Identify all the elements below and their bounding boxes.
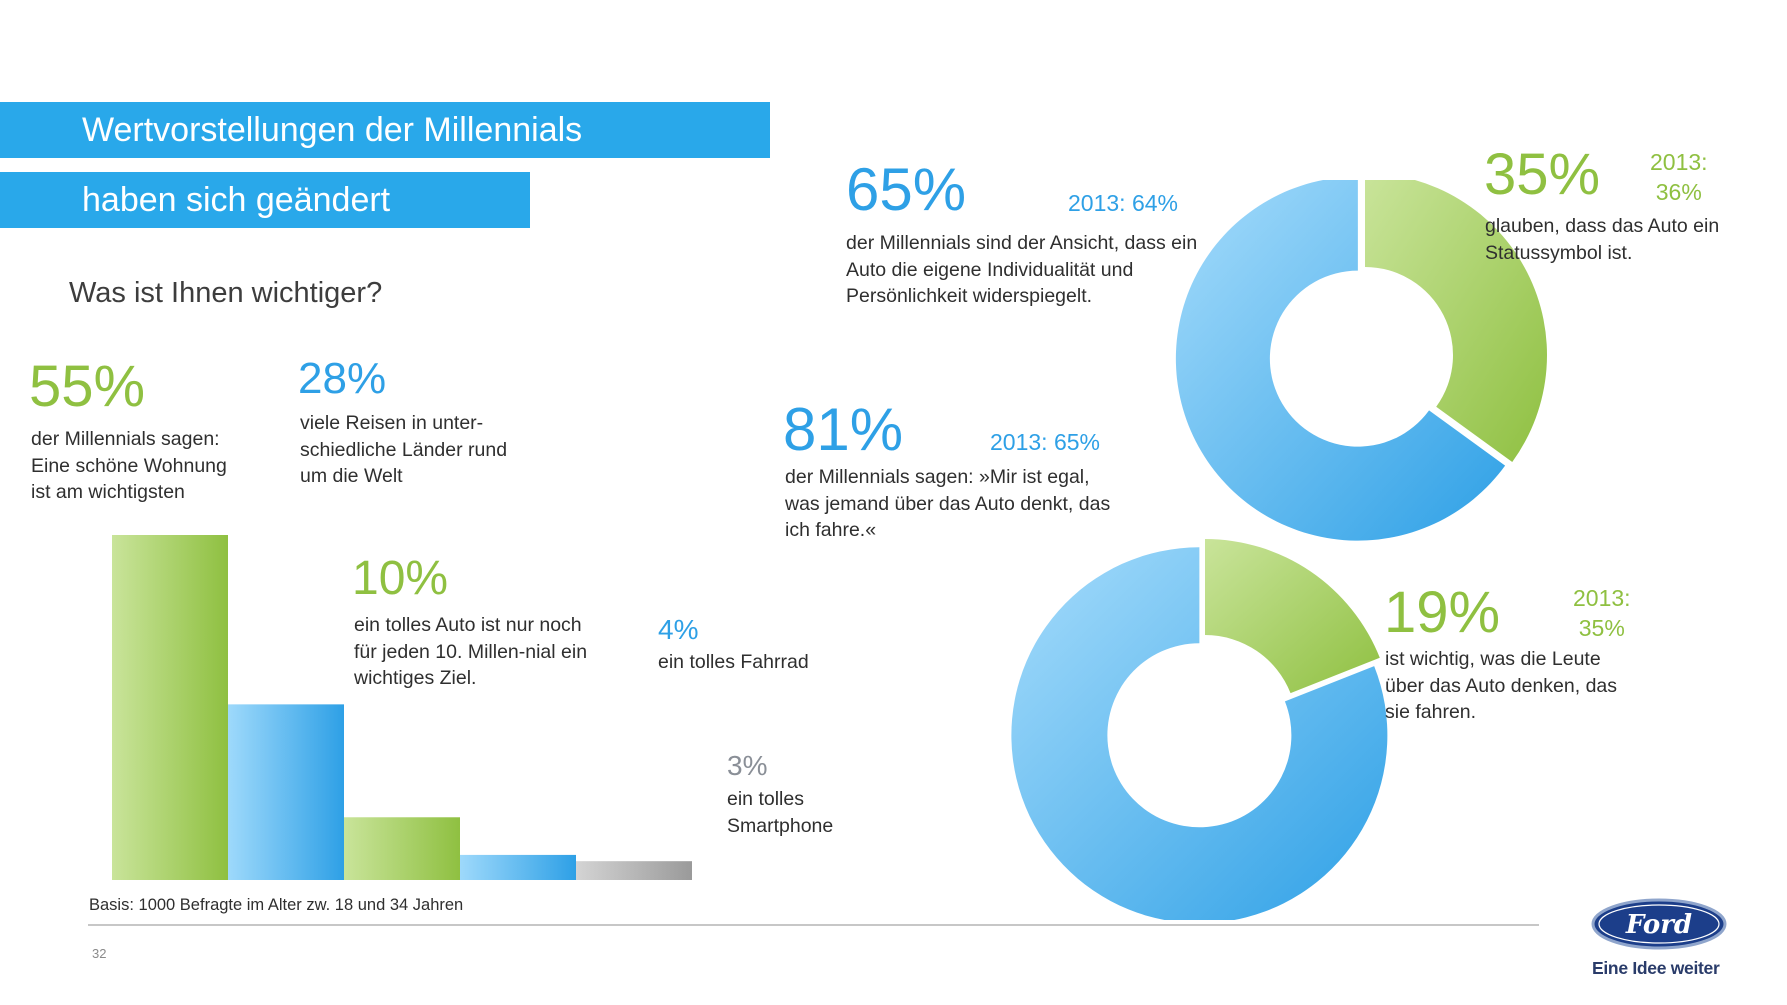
desc-line: über das Auto denken, das — [1385, 674, 1618, 697]
desc-line: sie fahren. — [1385, 701, 1477, 724]
question: Was ist Ihnen wichtiger? — [69, 277, 383, 309]
desc-10: ein tolles Auto ist nur noch für jeden 1… — [354, 612, 587, 692]
pct-35: 35% — [1484, 142, 1601, 207]
desc-line: glauben, dass das Auto ein — [1485, 215, 1720, 237]
desc-line: Smartphone — [727, 814, 834, 837]
bar-1 — [112, 535, 228, 880]
desc-line: ein tolles Auto ist nur noch — [354, 614, 582, 636]
bar-5 — [576, 861, 692, 880]
desc-4: ein tolles Fahrrad — [658, 649, 809, 676]
desc-35: glauben, dass das Auto ein Statussymbol … — [1485, 213, 1719, 266]
ford-logo: Ford — [1591, 898, 1727, 950]
footer-divider — [88, 924, 1539, 926]
year-line: 2013: — [1573, 585, 1631, 611]
desc-line: der Millennials sagen: — [31, 428, 220, 450]
year-81: 2013: 65% — [990, 429, 1100, 455]
desc-19: ist wichtig, was die Leute über das Auto… — [1385, 646, 1617, 726]
title-bar-1: Wertvorstellungen der Millennials — [0, 102, 770, 158]
desc-81: der Millennials sagen: »Mir ist egal, wa… — [785, 464, 1110, 544]
desc-55: der Millennials sagen: Eine schöne Wohnu… — [31, 426, 227, 506]
slogan: Eine Idee weiter — [1592, 958, 1720, 978]
desc-line: der Millennials sind der Ansicht, dass e… — [846, 232, 1198, 254]
year-35: 2013: 36% — [1650, 148, 1708, 208]
pct-3: 3% — [727, 750, 768, 781]
desc-line: ein tolles Fahrrad — [658, 651, 809, 673]
desc-line: schiedliche Länder rund — [300, 438, 508, 461]
desc-3: ein tolles Smartphone — [727, 786, 833, 839]
pct-65: 65% — [846, 156, 967, 223]
desc-line: Auto die eigene Individualität und — [846, 258, 1134, 281]
desc-line: wichtiges Ziel. — [354, 667, 477, 690]
title-bar-2: haben sich geändert — [0, 172, 530, 228]
year-19: 2013: 35% — [1573, 584, 1631, 644]
desc-line: was jemand über das Auto denkt, das — [785, 492, 1111, 515]
bar-2 — [228, 704, 344, 880]
bar-3 — [344, 817, 460, 880]
donut-slice-2 — [1011, 547, 1388, 920]
desc-line: um die Welt — [300, 465, 403, 488]
desc-line: Persönlichkeit widerspiegelt. — [846, 285, 1093, 308]
donut-slice-1 — [1205, 539, 1380, 694]
bar-4 — [460, 854, 576, 880]
desc-line: viele Reisen in unter- — [300, 412, 484, 434]
donut-slice-2 — [1175, 180, 1506, 541]
donut-slice-1 — [1365, 180, 1547, 462]
desc-line: für jeden 10. Millen-nial ein — [354, 640, 588, 663]
donut-chart-status — [1175, 180, 1547, 541]
desc-line: ich fahre.« — [785, 519, 877, 542]
donut-chart-opinion — [1011, 539, 1388, 920]
desc-line: Statussymbol ist. — [1485, 241, 1633, 264]
page-number: 32 — [92, 946, 107, 961]
desc-28: viele Reisen in unter- schiedliche Lände… — [300, 410, 507, 490]
desc-line: ein tolles — [727, 788, 804, 810]
page-title: Wertvorstellungen der Millennials — [82, 110, 583, 149]
basis-note: Basis: 1000 Befragte im Alter zw. 18 und… — [89, 896, 464, 914]
year-line: 36% — [1655, 178, 1702, 205]
desc-line: ist wichtig, was die Leute — [1385, 648, 1601, 670]
pct-19: 19% — [1384, 580, 1501, 645]
pct-28: 28% — [298, 354, 387, 403]
year-65: 2013: 64% — [1068, 190, 1178, 216]
year-line: 2013: — [1650, 149, 1708, 175]
pct-4: 4% — [658, 614, 699, 645]
page-subtitle: haben sich geändert — [82, 180, 391, 219]
pct-55: 55% — [29, 354, 146, 419]
bar-chart — [112, 535, 692, 880]
desc-line: Eine schöne Wohnung — [31, 454, 227, 477]
pct-81: 81% — [783, 396, 904, 463]
year-line: 35% — [1578, 614, 1625, 641]
desc-line: der Millennials sagen: »Mir ist egal, — [785, 466, 1090, 488]
ford-wordmark: Ford — [1625, 910, 1692, 940]
desc-line: ist am wichtigsten — [31, 481, 185, 504]
pct-10: 10% — [352, 552, 449, 605]
desc-65: der Millennials sind der Ansicht, dass e… — [846, 230, 1197, 310]
